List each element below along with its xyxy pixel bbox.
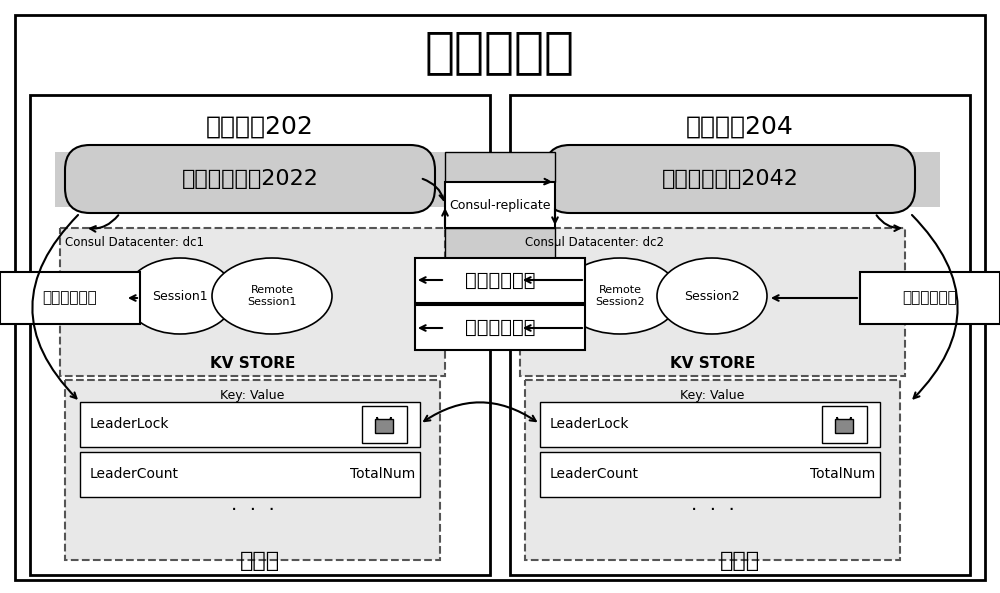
- Bar: [415, 305, 585, 350]
- Bar: [445, 182, 555, 228]
- Text: S1: S1: [838, 422, 850, 432]
- Bar: [445, 152, 555, 182]
- FancyBboxPatch shape: [545, 145, 915, 213]
- Text: 第二加锁信息: 第二加锁信息: [465, 318, 535, 337]
- Text: Session1: Session1: [152, 289, 208, 302]
- Ellipse shape: [212, 258, 332, 334]
- Bar: [375, 419, 393, 433]
- Text: Consul Datacenter: dc1: Consul Datacenter: dc1: [65, 235, 204, 248]
- Text: 第二会话信息: 第二会话信息: [903, 291, 957, 305]
- Text: 第二监控进程2042: 第二监控进程2042: [662, 169, 798, 189]
- Text: S1: S1: [378, 422, 390, 432]
- Text: 第一监控进程2022: 第一监控进程2022: [182, 169, 318, 189]
- Bar: [540, 452, 880, 497]
- Text: 分布式系统: 分布式系统: [425, 28, 575, 76]
- Ellipse shape: [125, 258, 235, 334]
- Text: Session2: Session2: [684, 289, 740, 302]
- Bar: [822, 406, 867, 443]
- Text: Key: Value: Key: Value: [680, 390, 745, 403]
- Text: LeaderLock: LeaderLock: [90, 417, 170, 431]
- Bar: [520, 228, 905, 376]
- Text: Remote
Session1: Remote Session1: [247, 285, 297, 307]
- Bar: [60, 228, 445, 376]
- Bar: [65, 380, 440, 560]
- Bar: [540, 402, 880, 447]
- Bar: [835, 419, 853, 433]
- Text: Key: Value: Key: Value: [220, 390, 285, 403]
- Text: Remote
Session2: Remote Session2: [595, 285, 645, 307]
- Ellipse shape: [560, 258, 680, 334]
- Bar: [415, 258, 585, 303]
- Text: ·  ·  ·: · · ·: [231, 500, 274, 519]
- Text: LeaderCount: LeaderCount: [550, 467, 639, 481]
- Text: KV STORE: KV STORE: [670, 356, 755, 371]
- Bar: [80, 452, 420, 497]
- Bar: [55, 152, 450, 207]
- Text: Consul Datacenter: dc2: Consul Datacenter: dc2: [525, 235, 664, 248]
- Text: KV STORE: KV STORE: [210, 356, 295, 371]
- Text: Consul-replicate: Consul-replicate: [449, 199, 551, 212]
- Text: LeaderCount: LeaderCount: [90, 467, 179, 481]
- Bar: [0, 272, 140, 324]
- Bar: [80, 402, 420, 447]
- FancyBboxPatch shape: [65, 145, 435, 213]
- Bar: [530, 152, 940, 207]
- Text: TotalNum: TotalNum: [350, 467, 415, 481]
- Bar: [525, 380, 900, 560]
- Bar: [510, 95, 970, 575]
- Text: 第二节点204: 第二节点204: [686, 115, 794, 139]
- Text: LeaderLock: LeaderLock: [550, 417, 630, 431]
- Bar: [860, 272, 1000, 324]
- Text: 第一会话信息: 第一会话信息: [43, 291, 97, 305]
- Text: 第一加锁信息: 第一加锁信息: [465, 271, 535, 290]
- Bar: [445, 228, 555, 258]
- Bar: [30, 95, 490, 575]
- Text: ·  ·  ·: · · ·: [691, 500, 734, 519]
- Ellipse shape: [657, 258, 767, 334]
- Bar: [362, 406, 407, 443]
- Text: 第一节点202: 第一节点202: [206, 115, 314, 139]
- Text: 主节点: 主节点: [240, 551, 280, 571]
- Text: TotalNum: TotalNum: [810, 467, 875, 481]
- Text: 次节点: 次节点: [720, 551, 760, 571]
